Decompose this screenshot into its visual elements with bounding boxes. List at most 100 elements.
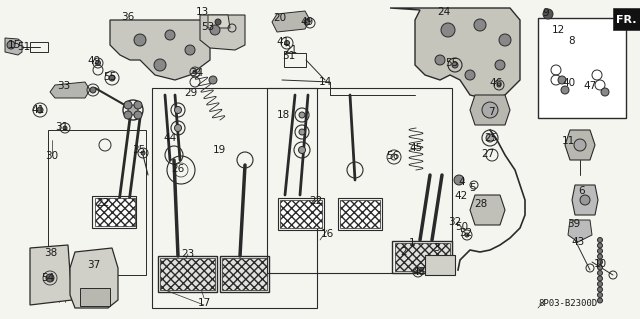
Circle shape bbox=[185, 45, 195, 55]
Bar bbox=[538, 18, 626, 118]
Text: 53: 53 bbox=[202, 22, 214, 32]
Text: 37: 37 bbox=[88, 260, 100, 270]
Bar bbox=[280, 200, 322, 228]
Polygon shape bbox=[208, 15, 230, 28]
Circle shape bbox=[435, 55, 445, 65]
Text: 10: 10 bbox=[593, 259, 607, 269]
Text: 25: 25 bbox=[484, 133, 498, 143]
Bar bbox=[95, 198, 135, 226]
Circle shape bbox=[495, 60, 505, 70]
Text: 55: 55 bbox=[104, 72, 116, 82]
Bar bbox=[80, 288, 110, 306]
Bar bbox=[392, 241, 452, 273]
Circle shape bbox=[441, 23, 455, 37]
Circle shape bbox=[7, 41, 15, 49]
Text: 43: 43 bbox=[572, 237, 584, 247]
Text: 15: 15 bbox=[8, 40, 20, 50]
Polygon shape bbox=[568, 220, 592, 242]
Bar bbox=[160, 258, 215, 290]
Text: 1: 1 bbox=[409, 238, 415, 248]
Text: 52: 52 bbox=[460, 228, 472, 238]
Polygon shape bbox=[30, 245, 72, 305]
Text: 55: 55 bbox=[445, 58, 459, 68]
Text: 12: 12 bbox=[552, 25, 564, 35]
Circle shape bbox=[465, 70, 475, 80]
Bar bbox=[220, 256, 269, 292]
Circle shape bbox=[486, 134, 494, 142]
Circle shape bbox=[193, 70, 197, 74]
Circle shape bbox=[598, 293, 602, 298]
Circle shape bbox=[598, 259, 602, 264]
Text: 35: 35 bbox=[132, 145, 146, 155]
Circle shape bbox=[543, 9, 553, 19]
Circle shape bbox=[598, 265, 602, 270]
Bar bbox=[267, 88, 452, 273]
Polygon shape bbox=[390, 8, 520, 100]
Text: 29: 29 bbox=[184, 88, 198, 98]
Text: 22: 22 bbox=[97, 198, 109, 208]
Circle shape bbox=[134, 101, 142, 109]
Bar bbox=[30, 42, 48, 52]
Text: 44: 44 bbox=[163, 133, 177, 143]
Text: 5: 5 bbox=[468, 183, 476, 193]
Polygon shape bbox=[572, 185, 598, 215]
Bar bbox=[278, 198, 324, 230]
Circle shape bbox=[580, 195, 590, 205]
Circle shape bbox=[124, 111, 132, 119]
Circle shape bbox=[141, 151, 145, 155]
Circle shape bbox=[558, 76, 566, 84]
Polygon shape bbox=[50, 82, 90, 98]
Circle shape bbox=[454, 175, 464, 185]
Circle shape bbox=[601, 88, 609, 96]
Circle shape bbox=[482, 102, 498, 118]
Text: 27: 27 bbox=[481, 149, 495, 159]
Text: 50: 50 bbox=[456, 222, 468, 232]
Text: 8P03-B2300D: 8P03-B2300D bbox=[538, 299, 597, 308]
Bar bbox=[92, 196, 136, 228]
Circle shape bbox=[598, 238, 602, 242]
Text: 49: 49 bbox=[88, 56, 100, 66]
Circle shape bbox=[598, 254, 602, 259]
Text: 13: 13 bbox=[195, 7, 209, 17]
Text: 36: 36 bbox=[122, 12, 134, 22]
Text: 2: 2 bbox=[401, 247, 407, 257]
Text: 18: 18 bbox=[276, 110, 290, 120]
Polygon shape bbox=[470, 95, 510, 125]
Circle shape bbox=[63, 126, 67, 130]
Polygon shape bbox=[110, 20, 210, 80]
Text: 26: 26 bbox=[172, 164, 184, 174]
Circle shape bbox=[109, 75, 115, 81]
Text: 48: 48 bbox=[412, 267, 426, 277]
Circle shape bbox=[598, 271, 602, 276]
Circle shape bbox=[209, 76, 217, 84]
Polygon shape bbox=[200, 15, 245, 50]
Circle shape bbox=[128, 105, 138, 115]
Bar bbox=[48, 130, 146, 275]
Text: 46: 46 bbox=[490, 78, 502, 88]
Circle shape bbox=[598, 287, 602, 292]
Circle shape bbox=[598, 281, 602, 286]
Text: 9: 9 bbox=[543, 8, 549, 18]
Text: 51: 51 bbox=[17, 42, 31, 52]
Text: 8: 8 bbox=[569, 36, 575, 46]
Text: 54: 54 bbox=[42, 273, 54, 283]
Circle shape bbox=[416, 270, 420, 274]
Circle shape bbox=[304, 19, 310, 25]
Circle shape bbox=[598, 298, 602, 303]
Circle shape bbox=[497, 83, 501, 87]
Text: 14: 14 bbox=[318, 77, 332, 87]
Text: 31: 31 bbox=[56, 122, 68, 132]
Circle shape bbox=[574, 139, 586, 151]
Text: 4: 4 bbox=[459, 177, 465, 187]
Text: 41: 41 bbox=[31, 105, 45, 115]
Text: 56: 56 bbox=[387, 151, 399, 161]
Circle shape bbox=[175, 124, 182, 131]
Text: 22: 22 bbox=[309, 196, 323, 206]
Text: 40: 40 bbox=[563, 78, 575, 88]
Polygon shape bbox=[70, 248, 118, 308]
Circle shape bbox=[598, 243, 602, 248]
Bar bbox=[284, 53, 306, 67]
Text: 19: 19 bbox=[212, 145, 226, 155]
Circle shape bbox=[134, 111, 142, 119]
Text: 45: 45 bbox=[410, 143, 422, 153]
